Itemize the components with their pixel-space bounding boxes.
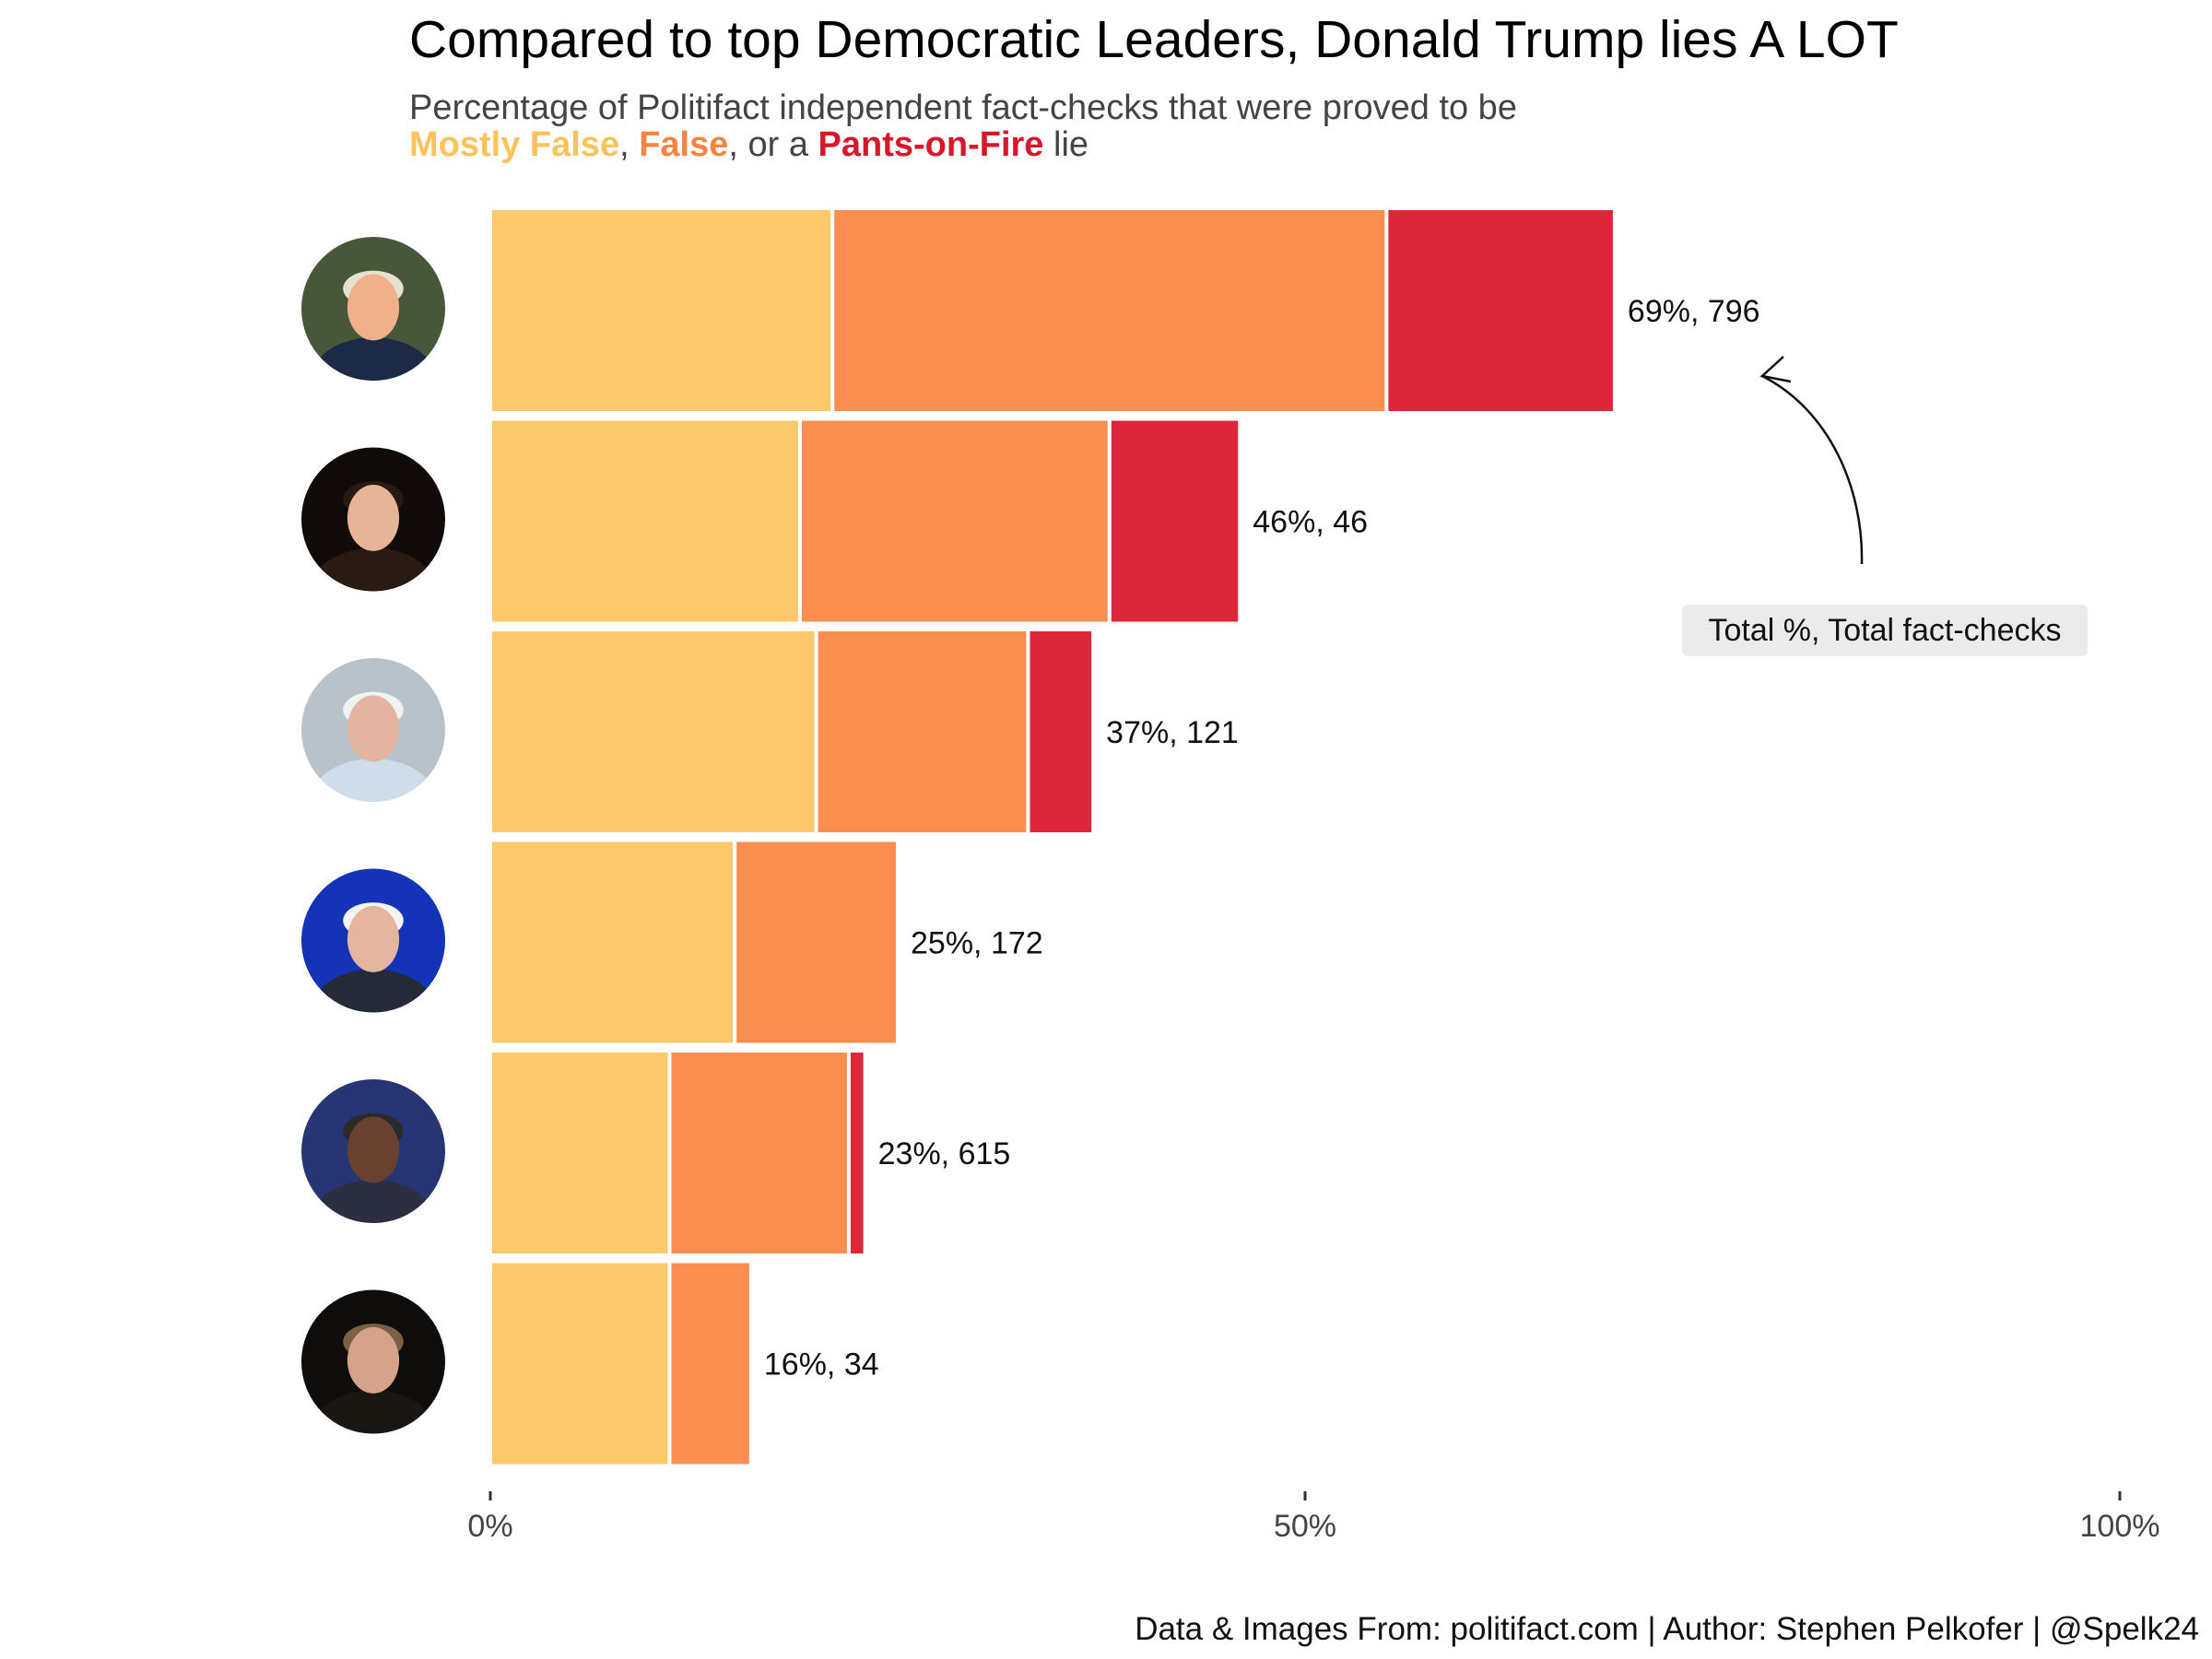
annotation-arrow [1761,374,1864,565]
obama-photo [301,1079,445,1223]
warren-photo [301,1289,445,1434]
x-tick-label: 50% [1274,1509,1336,1544]
chart-caption: Data & Images From: politifact.com | Aut… [1135,1611,2199,1647]
bar-pants-on-fire [1384,206,1617,415]
bar-label: 16%, 34 [764,1347,879,1382]
bar-false [733,838,900,1047]
pelosi-photo [301,447,445,592]
bar-pants-on-fire [1026,628,1096,836]
bar-mostly-false [488,838,737,1047]
annotation-label: Total %, Total fact-checks [1682,605,2088,656]
annotation-arrowhead [1759,356,1792,383]
bar-label: 23%, 615 [878,1136,1011,1171]
bar-mostly-false [488,1259,672,1468]
legend-pants-on-fire: Pants-on-Fire [818,125,1044,164]
legend-mostly-false: Mostly False [409,125,620,164]
bar-pants-on-fire [846,1049,867,1257]
chart-title: Compared to top Democratic Leaders, Dona… [409,10,1899,69]
bar-false [667,1259,753,1468]
x-tick-label: 0% [467,1509,512,1544]
chart-subtitle: Percentage of Politifact independent fac… [409,88,1517,127]
trump-photo [301,237,445,381]
sanders-photo [301,868,445,1013]
bar-false [797,417,1112,626]
legend-separator: , [619,125,640,164]
x-tick-label: 100% [2080,1509,2160,1544]
legend-false: False [639,125,729,164]
bar-label: 37%, 121 [1106,715,1239,750]
bar-false [667,1049,851,1257]
bar-label: 25%, 172 [911,926,1043,961]
bar-mostly-false [488,417,802,626]
bar-mostly-false [488,1049,672,1257]
biden-photo [301,658,445,802]
bar-mostly-false [488,206,835,415]
bar-label: 46%, 46 [1253,505,1368,540]
legend-separator: , or a [728,125,818,164]
chart-subtitle-legend: Mostly False, False, or a Pants-on-Fire … [409,125,1088,164]
bar-false [814,628,1030,836]
bar-false [830,206,1389,415]
bar-mostly-false [488,628,818,836]
legend-suffix: lie [1043,125,1089,164]
bar-pants-on-fire [1107,417,1242,626]
bar-label: 69%, 796 [1628,294,1760,329]
